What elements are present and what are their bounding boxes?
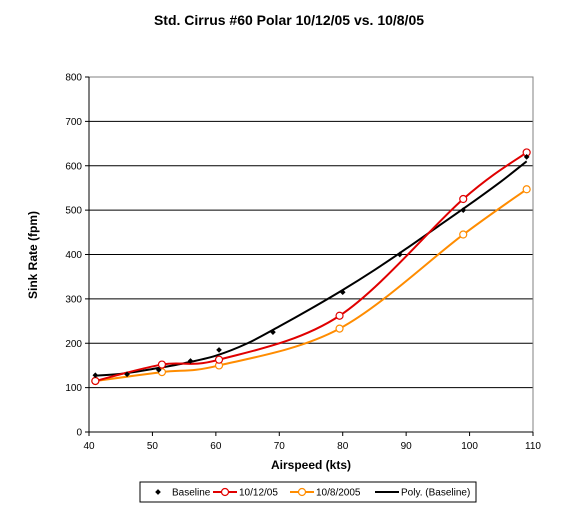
x-tick-label: 60 (210, 441, 222, 452)
data-point-10-8-2005 (522, 185, 531, 194)
x-tick-label: 70 (274, 441, 286, 452)
data-point-baseline (270, 329, 276, 335)
x-tick-label: 40 (83, 441, 95, 452)
x-tick-label: 110 (525, 441, 541, 452)
legend-entry-10-8-2005: 10/8/2005 (290, 488, 361, 499)
x-tick-label: 50 (147, 441, 159, 452)
series-10-12-05 (91, 148, 531, 386)
legend-marker-10-12-05 (220, 487, 230, 497)
legend-marker-10-8-2005 (297, 487, 307, 497)
data-point-baseline (216, 347, 222, 353)
data-point-10-12-05 (157, 360, 167, 369)
series-line-10-8-2005 (95, 188, 528, 382)
legend-label-poly-baseline: Poly. (Baseline) (401, 488, 470, 499)
legend-label-10-8-2005: 10/8/2005 (316, 488, 361, 499)
y-axis-title: Sink Rate (fpm) (26, 211, 40, 299)
data-point-10-8-2005 (459, 230, 468, 239)
legend-swatch-baseline (155, 489, 161, 495)
data-point-10-12-05 (91, 376, 100, 386)
data-point-10-8-2005 (335, 324, 344, 333)
plot-area: 0 100 200 300 400 500 600 700 800 40 50 60 70 80 90 100… (65, 73, 541, 453)
data-point-10-12-05 (214, 355, 224, 364)
y-tick-label: 700 (65, 117, 82, 128)
data-point-10-12-05 (335, 311, 344, 320)
y-tick-label: 500 (65, 206, 82, 217)
data-point-baseline (155, 367, 162, 373)
y-tick-label: 0 (76, 428, 82, 439)
data-point-baseline (187, 358, 194, 364)
x-tick-label: 90 (401, 441, 413, 452)
series-line-10-12-05 (95, 151, 528, 382)
legend-label-baseline: Baseline (172, 488, 211, 499)
data-point-baseline (339, 289, 346, 296)
y-tick-label: 200 (65, 339, 82, 350)
data-point-baseline (523, 154, 530, 160)
x-tick-label: 100 (461, 441, 478, 452)
y-tick-label: 100 (65, 383, 82, 394)
y-tick-label: 600 (65, 161, 82, 172)
data-point-baseline (92, 372, 99, 379)
x-axis-title: Airspeed (kts) (271, 458, 351, 472)
series-10-8-2005 (91, 185, 531, 386)
legend-entry-poly-baseline: Poly. (Baseline) (375, 488, 470, 499)
legend-label-10-12-05: 10/12/05 (239, 488, 278, 499)
data-point-10-12-05 (459, 194, 468, 204)
y-tick-label: 800 (65, 73, 82, 84)
legend: Baseline 10/12/05 10/8/2005 Poly. (Baseline… (139, 481, 477, 503)
legend-entry-baseline: Baseline (155, 488, 211, 499)
y-tick-label: 300 (65, 294, 82, 305)
data-point-baseline (396, 251, 403, 258)
series-baseline (92, 154, 530, 379)
data-point-baseline (124, 371, 130, 378)
data-point-baseline (460, 207, 467, 213)
chart-title: Std. Cirrus #60 Polar 10/12/05 vs. 10/8/… (154, 12, 424, 28)
legend-entry-10-12-05: 10/12/05 (213, 488, 278, 499)
x-tick-label: 80 (337, 441, 349, 452)
y-tick-label: 400 (65, 250, 82, 261)
